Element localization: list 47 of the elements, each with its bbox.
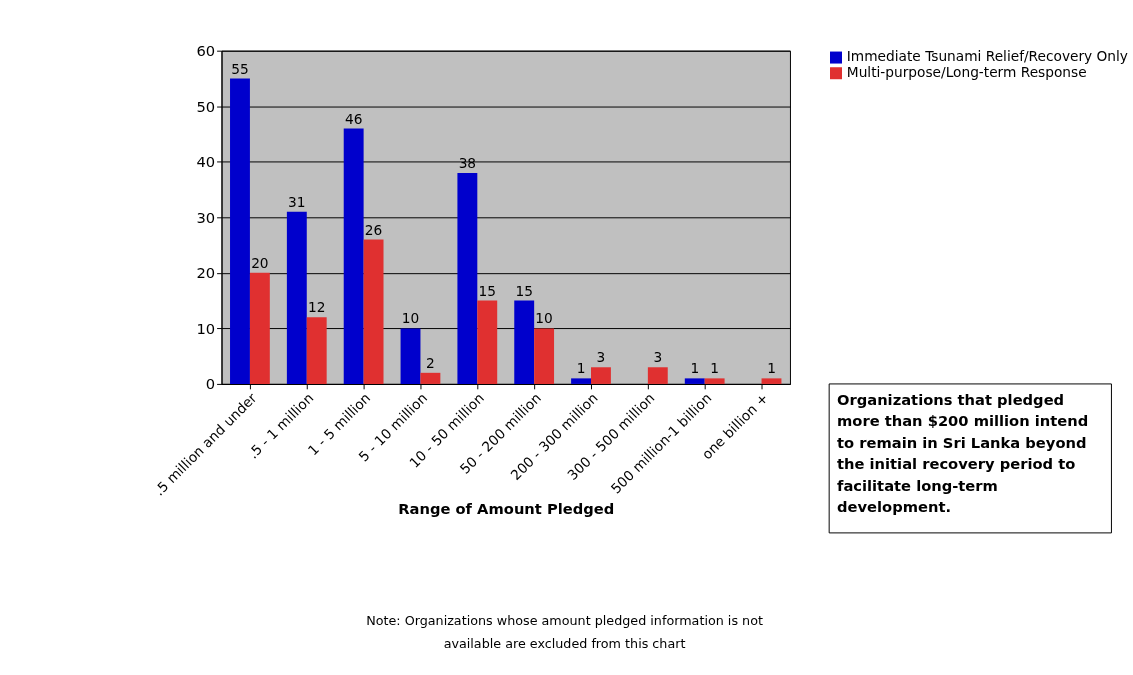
data-label: 46 bbox=[344, 110, 363, 127]
y-tick-label: 50 bbox=[196, 97, 216, 115]
bar bbox=[363, 239, 384, 384]
data-label: 15 bbox=[478, 282, 496, 299]
data-label: 1 bbox=[690, 360, 700, 377]
data-label: 12 bbox=[307, 299, 326, 316]
legend-label: Immediate Tsunami Relief/Recovery Only bbox=[846, 48, 1128, 65]
data-label: 2 bbox=[426, 354, 435, 371]
bar bbox=[457, 172, 478, 384]
legend-label: Multi-purpose/Long-term Response bbox=[846, 64, 1087, 81]
data-label: 15 bbox=[515, 282, 533, 299]
data-label: 55 bbox=[231, 60, 249, 77]
bar bbox=[249, 272, 270, 384]
data-label: 3 bbox=[596, 349, 606, 366]
data-label: 10 bbox=[535, 310, 553, 327]
data-label: 20 bbox=[251, 254, 269, 271]
x-axis-title: Range of Amount Pledged bbox=[398, 500, 615, 518]
bar bbox=[534, 328, 555, 384]
bar bbox=[400, 328, 421, 384]
bar bbox=[477, 300, 498, 384]
bar bbox=[514, 300, 535, 384]
bar bbox=[684, 378, 705, 384]
bar bbox=[591, 367, 611, 384]
text: Note: Organizations whose amount pledged information is not available are excluded from this chart bbox=[366, 613, 763, 651]
bar bbox=[704, 378, 725, 384]
data-label: 10 bbox=[401, 310, 420, 327]
text: Organizations that pledged more than $200 million intend to remain in Sri Lanka beyond the initial recovery period to facilitate long-term development. bbox=[837, 390, 1089, 516]
bar bbox=[647, 367, 668, 384]
y-tick-label: 40 bbox=[196, 153, 216, 171]
bar bbox=[571, 378, 591, 384]
data-label: 1 bbox=[710, 360, 720, 377]
data-label: 1 bbox=[767, 360, 776, 377]
data-label: 1 bbox=[576, 360, 586, 377]
y-tick-label: 10 bbox=[196, 319, 216, 337]
bar bbox=[306, 317, 327, 384]
bar bbox=[420, 372, 441, 384]
y-tick-label: 0 bbox=[205, 375, 216, 393]
bar bbox=[761, 378, 782, 384]
y-tick-label: 20 bbox=[196, 264, 216, 282]
bar bbox=[343, 128, 364, 384]
data-label: 26 bbox=[364, 221, 383, 238]
y-tick-label: 30 bbox=[196, 208, 216, 226]
y-tick-label: 60 bbox=[196, 42, 216, 60]
bar bbox=[230, 78, 250, 384]
data-label: 31 bbox=[288, 193, 306, 210]
data-label: 3 bbox=[653, 349, 663, 366]
bar bbox=[286, 211, 307, 384]
